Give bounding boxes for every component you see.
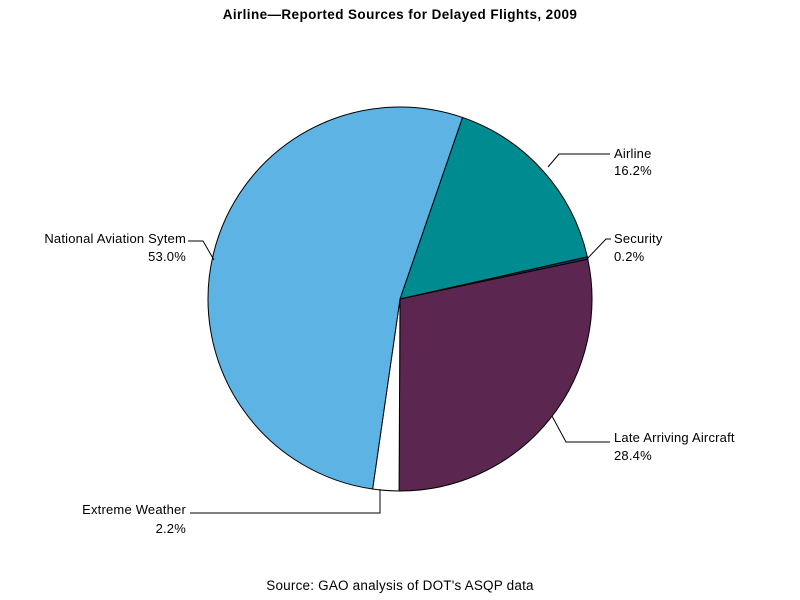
- leader-line-late-arriving-aircraft: [551, 415, 610, 443]
- label-airline-name: Airline: [614, 146, 652, 161]
- source-note: Source: GAO analysis of DOT's ASQP data: [266, 578, 534, 593]
- label-security-name: Security: [614, 231, 663, 246]
- pie-slice-late-arriving-aircraft: [398, 258, 593, 492]
- slice-labels: Airline 16.2% Security 0.2% Late Arrivin…: [44, 146, 735, 536]
- label-late-arriving-aircraft-name: Late Arriving Aircraft: [614, 430, 735, 445]
- label-national-aviation-sytem-pct: 53.0%: [148, 249, 186, 264]
- label-national-aviation-sytem-name: National Aviation Sytem: [44, 231, 186, 246]
- leader-line-extreme-weather: [190, 489, 381, 514]
- leader-lines: [188, 153, 611, 514]
- leader-line-airline: [547, 153, 610, 168]
- label-security-pct: 0.2%: [614, 249, 645, 264]
- label-airline-pct: 16.2%: [614, 163, 652, 178]
- leader-line-security: [585, 238, 611, 261]
- chart-title: Airline—Reported Sources for Delayed Fli…: [223, 7, 578, 22]
- pie-slice-airline: [399, 116, 588, 300]
- label-late-arriving-aircraft-pct: 28.4%: [614, 448, 652, 463]
- pie-slices: [207, 106, 593, 492]
- label-extreme-weather-pct: 2.2%: [156, 521, 187, 536]
- label-extreme-weather-name: Extreme Weather: [82, 502, 186, 517]
- pie-slice-national-aviation-sytem: [207, 106, 464, 490]
- leader-line-national-aviation-sytem: [188, 240, 215, 261]
